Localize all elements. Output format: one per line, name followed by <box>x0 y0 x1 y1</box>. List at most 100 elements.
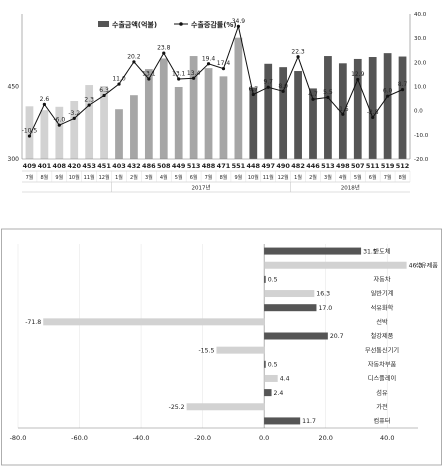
item-bar <box>264 290 315 298</box>
item-value-label: 20.7 <box>330 333 344 340</box>
export-amount-bar <box>144 69 153 159</box>
item-category-label: 반도체 <box>373 247 390 255</box>
month-tick-label: 3월 <box>145 174 153 181</box>
bar-value-label: 401 <box>38 162 52 170</box>
bar-value-label: 449 <box>172 162 186 170</box>
month-tick-label: 3월 <box>324 174 332 181</box>
item-bar <box>264 261 407 269</box>
bar-value-label: 507 <box>351 162 365 170</box>
growth-rate-point <box>326 95 330 99</box>
legend-bar-swatch <box>98 21 109 27</box>
legend-line-marker <box>179 22 183 26</box>
export-amount-bar <box>100 86 108 159</box>
legend-label-growth-rate: 수출증감률(%) <box>191 20 237 29</box>
export-amount-bar <box>219 76 228 159</box>
export-amount-bar <box>189 56 198 159</box>
item-bar <box>264 374 278 382</box>
item-category-label: 석유화학 <box>371 304 394 312</box>
growth-rate-point <box>356 77 360 82</box>
month-tick-label: 10월 <box>248 174 259 181</box>
bar-value-label: 471 <box>217 162 231 170</box>
item-bar <box>264 360 266 368</box>
item-bar <box>216 346 265 354</box>
growth-rate-label: 13.4 <box>187 70 201 77</box>
item-category-label: 섬유 <box>376 389 388 397</box>
month-tick-label: 5월 <box>175 174 183 181</box>
item-category-label: 석유제품 <box>415 261 438 269</box>
month-tick-label: 11월 <box>263 174 274 181</box>
growth-rate-point <box>72 116 76 120</box>
growth-rate-label: 8.7 <box>398 81 408 88</box>
item-category-label: 철강제품 <box>371 332 394 340</box>
growth-rate-point <box>177 77 181 81</box>
item-value-label: 0.5 <box>268 277 278 284</box>
export-amount-bar <box>25 106 34 159</box>
item-category-label: 디스플레이 <box>368 375 396 383</box>
growth-rate-point <box>311 97 315 101</box>
export-amount-bar <box>130 95 138 159</box>
item-value-label: 11.7 <box>302 418 316 425</box>
bar-value-label: 432 <box>127 162 141 170</box>
bar-value-label: 408 <box>53 162 67 170</box>
export-amount-bar <box>279 67 288 159</box>
right-axis-tick-label: 10.0 <box>414 85 427 91</box>
item-value-label: -15.5 <box>198 347 214 354</box>
item-bar <box>264 275 266 283</box>
export-amount-bar <box>85 85 94 159</box>
item-value-label: -25.2 <box>169 404 185 411</box>
month-tick-label: 4월 <box>339 174 347 181</box>
export-amount-bar <box>324 56 332 159</box>
growth-rate-point <box>236 24 240 28</box>
growth-rate-label: 6.3 <box>99 87 109 94</box>
growth-rate-label: -10.5 <box>22 128 38 135</box>
right-axis-tick-label: 40.0 <box>414 12 427 18</box>
growth-rate-label: 8.0 <box>278 83 288 90</box>
month-tick-label: 7월 <box>205 174 213 181</box>
bar-value-label: 513 <box>187 162 201 170</box>
item-category-label: 무선통신기기 <box>365 346 399 354</box>
bar-value-label: 497 <box>261 162 275 170</box>
export-amount-bar <box>264 63 273 159</box>
x-tick-label: 20.0 <box>318 434 332 442</box>
growth-rate-label: 2.6 <box>40 96 50 103</box>
export-amount-bar <box>174 86 183 159</box>
export-amount-bar <box>383 53 392 159</box>
bar-value-label: 409 <box>23 162 37 170</box>
growth-rate-point <box>132 60 136 64</box>
x-tick-label: -40.0 <box>133 434 150 442</box>
item-category-label: 가전 <box>376 403 388 411</box>
bar-value-label: 508 <box>157 162 171 170</box>
growth-rate-point <box>57 123 61 127</box>
bar-value-label: 403 <box>112 162 126 170</box>
bar-value-label: 519 <box>381 162 395 170</box>
bar-value-label: 498 <box>336 162 350 170</box>
export-amount-bar <box>294 71 302 159</box>
month-tick-label: 7월 <box>384 174 392 181</box>
item-bar <box>264 304 317 312</box>
growth-rate-point <box>251 92 255 97</box>
month-tick-label: 9월 <box>55 174 63 181</box>
growth-rate-label: 11.0 <box>112 76 126 83</box>
item-value-label: 16.3 <box>316 291 330 298</box>
right-axis-tick-label: 0.0 <box>414 109 423 115</box>
item-category-label: 일반기계 <box>371 290 394 298</box>
x-tick-label: 40.0 <box>380 434 394 442</box>
export-amount-bar <box>70 101 79 159</box>
month-tick-label: 2월 <box>309 174 317 181</box>
right-axis-tick-label: -10.0 <box>414 133 429 139</box>
month-tick-label: 7월 <box>26 174 34 181</box>
x-tick-label: -80.0 <box>10 434 27 442</box>
growth-rate-point <box>281 89 285 93</box>
month-tick-label: 8월 <box>220 174 228 181</box>
month-tick-label: 5월 <box>354 174 362 181</box>
growth-rate-label: 6.0 <box>383 88 393 95</box>
month-tick-label: 10월 <box>69 174 80 181</box>
month-tick-label: 2월 <box>130 174 138 181</box>
month-tick-label: 6월 <box>369 174 377 181</box>
month-tick-label: 4월 <box>160 174 168 181</box>
item-category-label: 자동차부품 <box>368 361 397 369</box>
growth-rate-label: 2.3 <box>84 97 94 104</box>
item-value-label: 17.0 <box>318 305 332 312</box>
right-axis-tick-label: 20.0 <box>414 60 427 66</box>
item-value-label: -71.8 <box>25 319 41 326</box>
